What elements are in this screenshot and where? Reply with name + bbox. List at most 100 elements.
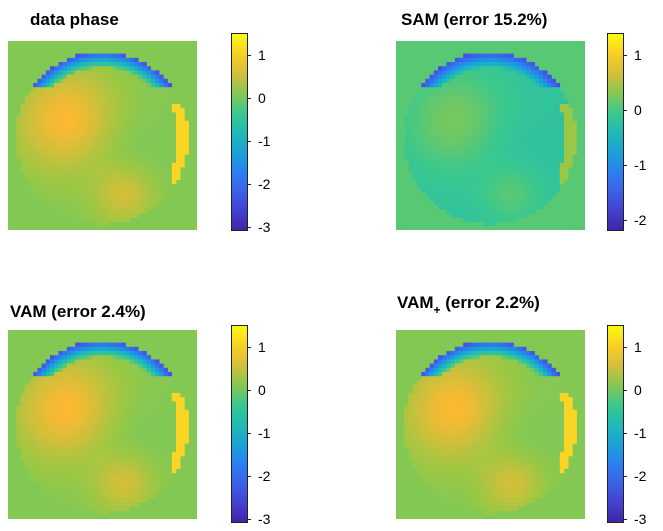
heatmap-cell: [45, 112, 51, 117]
heatmap-cell: [104, 367, 110, 373]
heatmap-cell: [58, 171, 63, 176]
heatmap-cell: [146, 430, 152, 436]
heatmap-cell: [484, 405, 489, 411]
heatmap-cell: [480, 116, 485, 122]
heatmap-cell: [108, 367, 114, 373]
heatmap-cell: [66, 108, 72, 113]
heatmap-cell: [475, 209, 481, 214]
heatmap-cell: [412, 405, 418, 411]
heatmap-cell: [180, 154, 185, 159]
heatmap-cell: [29, 435, 34, 440]
heatmap-cell: [92, 477, 97, 482]
heatmap-cell: [421, 120, 426, 126]
heatmap-cell: [104, 393, 110, 398]
heatmap-cell: [530, 141, 535, 147]
heatmap-cell: [459, 137, 464, 143]
heatmap-cell: [454, 133, 460, 138]
heatmap-cell: [159, 171, 164, 176]
heatmap-cell: [79, 393, 84, 398]
heatmap-cell: [125, 213, 131, 218]
heatmap-cell: [62, 498, 68, 503]
heatmap-cell: [522, 91, 527, 96]
heatmap-cell: [121, 468, 126, 474]
heatmap-cell: [54, 426, 59, 432]
heatmap-cell: [50, 422, 55, 427]
heatmap-cell: [108, 192, 114, 197]
heatmap-cell: [96, 464, 101, 469]
heatmap-cell: [62, 137, 68, 143]
heatmap-cell: [513, 380, 519, 385]
heatmap-cell: [522, 481, 527, 486]
heatmap-cell: [459, 502, 464, 507]
heatmap-cell: [433, 401, 439, 406]
heatmap-cell: [92, 481, 97, 486]
heatmap-cell: [62, 502, 68, 507]
heatmap-cell: [522, 188, 527, 193]
heatmap-cell: [125, 372, 131, 377]
heatmap-cell: [113, 418, 118, 423]
heatmap-cell: [138, 99, 143, 105]
heatmap-cell: [564, 137, 569, 143]
heatmap-cell: [121, 409, 126, 415]
heatmap-cell: [459, 62, 464, 67]
heatmap-cell: [429, 363, 435, 369]
heatmap-cell: [450, 133, 456, 138]
heatmap-cell: [41, 137, 47, 143]
heatmap-cell: [471, 447, 477, 453]
heatmap-cell: [54, 196, 59, 201]
heatmap-cell: [163, 380, 168, 385]
heatmap-cell: [501, 342, 506, 348]
heatmap-cell: [475, 342, 481, 348]
heatmap-cell: [513, 405, 519, 411]
heatmap-cell: [408, 133, 414, 138]
heatmap-cell: [513, 120, 519, 126]
heatmap-cell: [75, 217, 80, 222]
heatmap-cell: [429, 451, 435, 457]
heatmap-cell: [433, 167, 439, 172]
heatmap-cell: [54, 179, 59, 185]
heatmap-cell: [450, 493, 456, 499]
heatmap-cell: [54, 188, 59, 193]
heatmap-cell: [438, 426, 443, 432]
heatmap-cell: [100, 485, 105, 490]
heatmap-cell: [459, 489, 464, 495]
heatmap-cell: [534, 171, 540, 176]
heatmap-cell: [54, 200, 59, 206]
heatmap-cell: [29, 388, 34, 394]
heatmap-cell: [146, 167, 152, 172]
heatmap-cell: [83, 346, 89, 352]
heatmap-cell: [108, 451, 114, 457]
heatmap-cell: [484, 355, 489, 360]
heatmap-cell: [417, 146, 422, 151]
heatmap-cell: [471, 213, 477, 218]
heatmap-cell: [100, 188, 105, 193]
heatmap-cell: [113, 125, 118, 130]
heatmap-cell: [475, 167, 481, 172]
heatmap-cell: [117, 125, 122, 130]
heatmap-cell: [442, 167, 447, 172]
heatmap-cell: [104, 57, 110, 63]
heatmap-cell: [96, 116, 101, 122]
heatmap-cell: [463, 405, 468, 411]
heatmap-cell: [484, 125, 489, 130]
heatmap-cell: [438, 472, 443, 478]
heatmap-cell: [113, 154, 118, 159]
heatmap-cell: [66, 213, 72, 218]
heatmap-cell: [442, 70, 447, 75]
heatmap-cell: [513, 154, 519, 159]
heatmap-cell: [505, 188, 510, 193]
heatmap-cell: [454, 346, 460, 352]
heatmap-cell: [96, 74, 101, 80]
heatmap-cell: [150, 393, 156, 398]
heatmap-cell: [24, 137, 30, 143]
heatmap-cell: [513, 116, 519, 122]
heatmap-cell: [108, 426, 114, 432]
heatmap-cell: [33, 393, 38, 398]
heatmap-cell: [442, 409, 447, 415]
heatmap-cell: [501, 346, 506, 352]
heatmap-cell: [155, 418, 160, 423]
heatmap-cell: [100, 384, 105, 390]
heatmap-cell: [559, 133, 565, 138]
heatmap-cell: [58, 70, 63, 75]
heatmap-cell: [467, 70, 472, 75]
